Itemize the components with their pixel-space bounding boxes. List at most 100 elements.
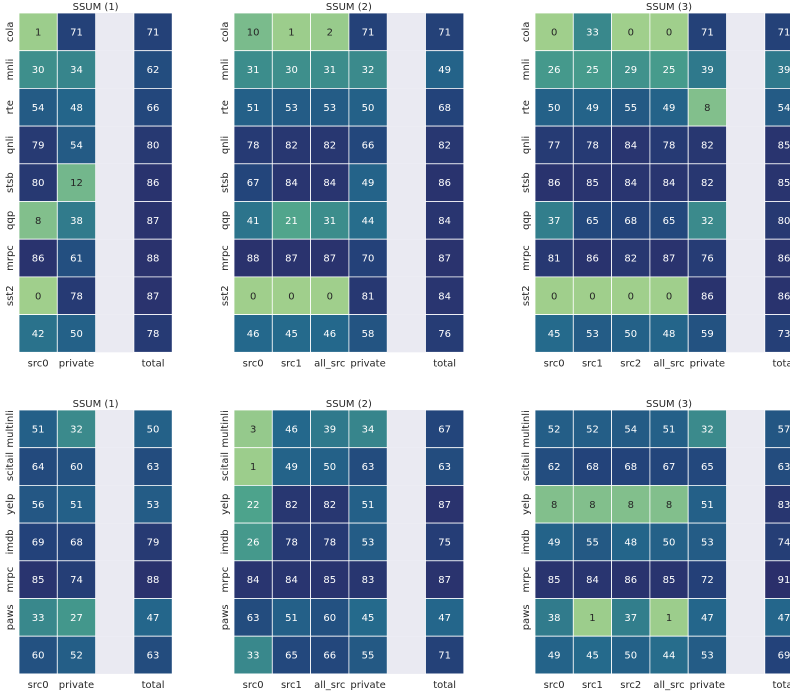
y-tick-label: imdb <box>220 529 231 554</box>
y-tick-label: cola <box>220 22 231 43</box>
cell-value-label: 81 <box>362 291 375 302</box>
cell-value-label: 38 <box>548 613 561 624</box>
heatmap-cell <box>611 447 651 486</box>
cell-value-label: 32 <box>362 65 375 76</box>
cell-value-label: 86 <box>147 178 160 189</box>
heatmap-cell <box>133 598 173 637</box>
x-tick-label: all_src <box>314 358 345 369</box>
cell-value-label: 51 <box>247 103 260 114</box>
heatmap-cell <box>348 201 388 240</box>
gap-cell <box>387 636 426 674</box>
cell-value-label: 49 <box>663 103 676 114</box>
cell-value-label: 86 <box>548 178 561 189</box>
cell-value-label: 87 <box>285 254 298 265</box>
heatmap-cell <box>687 635 727 675</box>
x-tick-label: all_src <box>653 358 684 369</box>
panel-title: SSUM (3) <box>646 399 692 410</box>
heatmap-cell <box>348 163 388 202</box>
cell-value-label: 85 <box>663 575 676 586</box>
cell-value-label: 39 <box>323 424 336 435</box>
cell-value-label: 2 <box>327 27 333 38</box>
cell-value-label: 63 <box>362 462 375 473</box>
cell-value-label: 80 <box>778 216 790 227</box>
heatmap-cell <box>310 560 350 599</box>
heatmap-cell <box>56 163 96 202</box>
heatmap-cell <box>425 447 465 486</box>
gap-cell <box>387 126 426 164</box>
heatmap-panel-1: SSUM (1) 1 71 71 30 34 62 54 48 66 79 54 80 80 12 86 8 38… <box>5 2 173 369</box>
cell-value-label: 67 <box>663 462 676 473</box>
x-tick-label: src0 <box>544 680 565 691</box>
heatmap-cell <box>764 125 790 165</box>
heatmap-cell <box>572 50 612 89</box>
cell-value-label: 63 <box>147 651 160 662</box>
heatmap-cell <box>764 314 790 353</box>
cell-value-label: 37 <box>624 613 637 624</box>
cell-value-label: 38 <box>70 216 83 227</box>
cell-value-label: 87 <box>663 254 676 265</box>
cell-value-label: 91 <box>778 575 790 586</box>
heatmap-cell <box>233 598 273 637</box>
heatmap-panel-2: SSUM (2) 10 1 2 71 71 31 30 31 32 49 51 53 53 50 68 78 82… <box>220 2 465 369</box>
heatmap-cell <box>611 88 651 127</box>
x-tick-label: src1 <box>582 680 603 691</box>
cell-value-label: 66 <box>362 140 375 151</box>
cell-value-label: 46 <box>323 329 336 340</box>
gap-cell <box>726 560 765 599</box>
cell-value-label: 81 <box>548 254 561 265</box>
y-tick-label: mnli <box>521 59 532 81</box>
y-tick-label: mnli <box>220 59 231 81</box>
gap-cell <box>726 447 765 486</box>
y-tick-label: sst2 <box>220 285 231 306</box>
heatmap-cell <box>18 238 58 278</box>
cell-value-label: 69 <box>778 651 790 662</box>
heatmap-cell <box>425 409 465 449</box>
panel-title: SSUM (1) <box>73 399 119 410</box>
cell-value-label: 53 <box>586 329 599 340</box>
cell-value-label: 0 <box>35 291 41 302</box>
cell-value-label: 78 <box>663 140 676 151</box>
cell-value-label: 1 <box>288 27 294 38</box>
x-tick-label: src1 <box>281 680 302 691</box>
heatmap-cell <box>233 201 273 240</box>
x-tick-label: src2 <box>620 680 641 691</box>
gap-cell <box>387 447 426 486</box>
heatmap-cell <box>764 635 790 675</box>
cell-value-label: 84 <box>247 575 260 586</box>
cell-value-label: 33 <box>247 651 260 662</box>
heatmap-cell <box>56 88 96 127</box>
cell-value-label: 46 <box>247 329 260 340</box>
cell-value-label: 87 <box>438 500 451 511</box>
cell-value-label: 63 <box>438 462 451 473</box>
gap-cell <box>387 163 426 202</box>
heatmap-cell <box>425 560 465 599</box>
heatmap-cell <box>764 447 790 486</box>
cell-value-label: 0 <box>666 27 672 38</box>
cell-value-label: 48 <box>663 329 676 340</box>
y-tick-label: mrpc <box>5 245 16 271</box>
heatmap-cell <box>534 238 574 278</box>
heatmap-cell <box>56 409 96 449</box>
heatmap-cell <box>764 409 790 449</box>
gap-cell <box>95 276 134 315</box>
heatmap-cell <box>271 12 311 52</box>
gap-cell <box>95 126 134 164</box>
cell-value-label: 82 <box>323 140 336 151</box>
cell-value-label: 67 <box>438 424 451 435</box>
gap-cell <box>387 88 426 127</box>
cell-value-label: 78 <box>147 329 160 340</box>
heatmap-cell <box>271 409 311 449</box>
cell-value-label: 76 <box>438 329 451 340</box>
cell-value-label: 83 <box>362 575 375 586</box>
heatmap-cell <box>310 314 350 353</box>
heatmap-cell <box>133 314 173 353</box>
heatmap-cell <box>611 560 651 599</box>
y-tick-label: multinli <box>521 410 532 447</box>
heatmap-cell <box>310 88 350 127</box>
heatmap-cell <box>271 560 311 599</box>
gap-cell <box>95 239 134 277</box>
heatmap-cell <box>18 201 58 240</box>
cell-value-label: 0 <box>551 27 557 38</box>
heatmap-cell <box>425 50 465 89</box>
cell-value-label: 32 <box>701 216 714 227</box>
